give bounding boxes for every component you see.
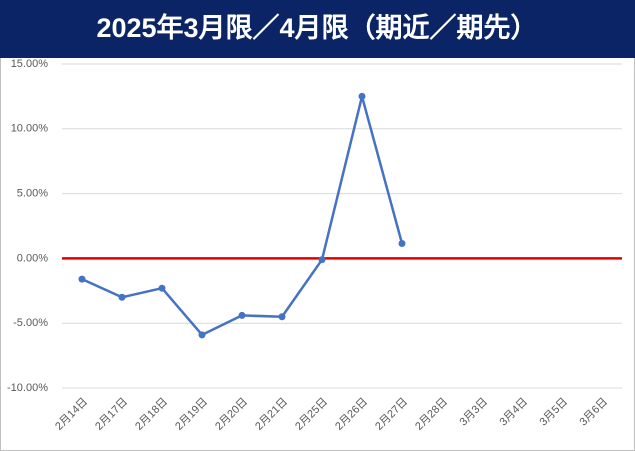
title-banner (0, 0, 635, 58)
chart-title: 2025年3月限／4月限（期近／期先） (96, 12, 537, 43)
data-point (278, 313, 286, 321)
data-point (118, 293, 126, 301)
y-tick-label: 0.00% (17, 252, 48, 264)
data-point (398, 239, 406, 247)
y-tick-label: -5.00% (13, 317, 48, 329)
data-point (198, 331, 206, 339)
data-point (158, 284, 166, 292)
data-point (238, 311, 246, 319)
y-tick-label: 5.00% (17, 188, 48, 200)
y-tick-label: 10.00% (11, 123, 49, 135)
data-point (358, 92, 366, 100)
data-point (318, 256, 326, 264)
data-point (78, 275, 86, 283)
y-tick-label: 15.00% (11, 58, 49, 70)
y-tick-label: -10.00% (7, 382, 48, 394)
